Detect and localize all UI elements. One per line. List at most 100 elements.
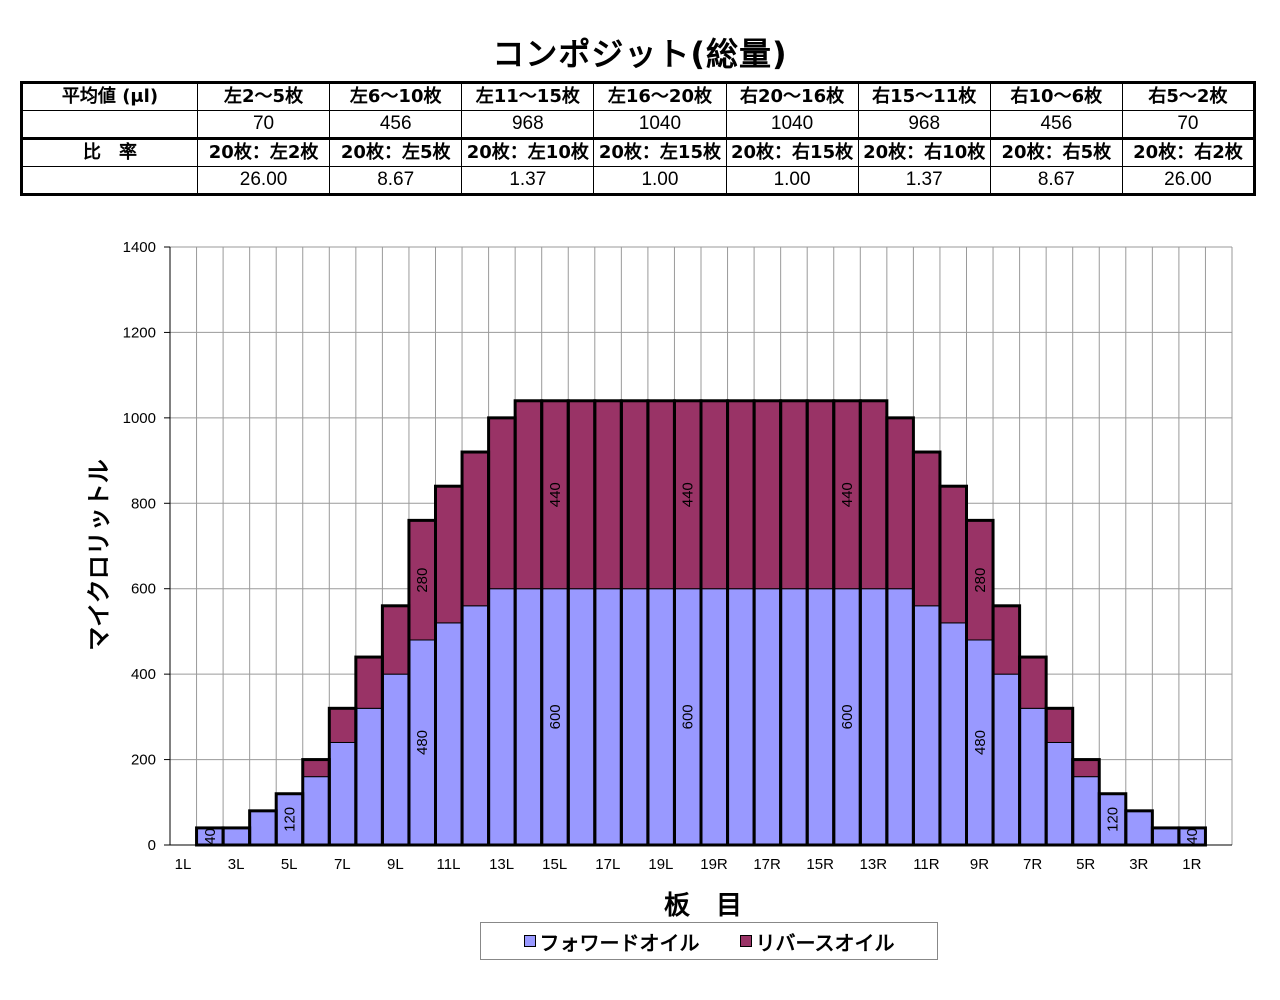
ratio-header: 20枚：左15枚 — [593, 137, 727, 167]
chart-title: コンポジット(総量) — [492, 35, 788, 73]
data-label: 440 — [680, 482, 697, 507]
bar-forward-oil — [727, 588, 755, 846]
bar-reverse-oil — [488, 417, 516, 590]
y-tick-label: 1400 — [123, 239, 156, 256]
bar-reverse-oil — [806, 400, 835, 590]
mean-value: 968 — [461, 110, 595, 139]
bar-forward-oil — [620, 588, 649, 846]
bar-forward-oil — [673, 588, 702, 846]
bar-reverse-oil — [992, 605, 1021, 675]
bar-reverse-oil — [1045, 707, 1074, 743]
y-tick-label: 200 — [131, 752, 156, 769]
bar-forward-oil — [328, 741, 357, 846]
bar-reverse-oil — [912, 451, 941, 607]
bar-forward-oil — [381, 673, 410, 846]
bar-reverse-oil — [435, 485, 463, 624]
bar-forward-oil — [488, 588, 516, 846]
y-tick-label: 800 — [131, 495, 156, 512]
bar-reverse-oil — [461, 451, 490, 607]
summary-table: 平均値 (μl) 左2～5枚 左6～10枚 左11～15枚 左16～20枚 右2… — [20, 81, 1256, 196]
bar-reverse-oil — [381, 605, 410, 675]
legend-swatch-forward — [523, 935, 536, 947]
x-tick-label: 7R — [1023, 856, 1042, 873]
x-tick-label: 11R — [913, 856, 940, 873]
bar-forward-oil — [461, 605, 490, 846]
ratio-value: 8.67 — [989, 166, 1123, 195]
bar-reverse-oil — [673, 400, 702, 590]
y-axis-title: マイクロリットル — [85, 459, 113, 651]
mean-value: 1040 — [593, 110, 727, 139]
ratio-header: 20枚：右5枚 — [989, 137, 1123, 167]
x-tick-label: 19R — [700, 856, 728, 873]
bar-reverse-oil — [753, 400, 782, 590]
data-label: 40 — [1184, 828, 1201, 845]
x-tick-label: 5R — [1076, 856, 1095, 873]
bar-forward-oil — [594, 588, 622, 846]
bar-reverse-oil — [567, 400, 596, 590]
legend-item-forward: フォワードオイル — [523, 927, 700, 956]
y-tick-label: 1000 — [123, 410, 156, 427]
x-tick-label: 13R — [860, 856, 888, 873]
legend-item-reverse: リバースオイル — [739, 927, 895, 956]
ratio-value: 1.37 — [461, 166, 595, 195]
bar-reverse-oil — [594, 400, 622, 590]
data-label: 440 — [547, 482, 564, 507]
y-tick-label: 400 — [131, 666, 156, 683]
ratio-header-row: 比 率 20枚：左2枚 20枚：左5枚 20枚：左10枚 20枚：左15枚 20… — [21, 137, 1256, 167]
bar-reverse-oil — [780, 400, 808, 590]
x-tick-label: 17R — [753, 856, 781, 873]
legend: フォワードオイル リバースオイル — [480, 922, 938, 960]
bar-reverse-oil — [700, 400, 729, 590]
bar-forward-oil — [514, 588, 543, 846]
x-tick-label: 11L — [437, 856, 461, 873]
mean-value: 456 — [329, 110, 463, 139]
bar-forward-oil — [1072, 776, 1100, 846]
ratio-header: 20枚：左2枚 — [196, 137, 331, 167]
bar-forward-oil — [435, 622, 463, 846]
mean-value: 456 — [989, 110, 1123, 139]
data-label: 440 — [839, 482, 856, 507]
bar-reverse-oil — [1072, 759, 1100, 778]
ratio-header: 20枚：右2枚 — [1121, 137, 1256, 167]
bar-reverse-oil — [647, 400, 675, 590]
ratio-value: 26.00 — [1121, 166, 1256, 195]
bar-forward-oil — [939, 622, 968, 846]
mean-value: 70 — [196, 110, 331, 139]
bar-forward-oil — [567, 588, 596, 846]
ratio-value-row: 26.00 8.67 1.37 1.00 1.00 1.37 8.67 26.0… — [21, 166, 1256, 195]
bar-forward-oil — [806, 588, 835, 846]
data-label: 120 — [281, 807, 298, 832]
bar-forward-oil — [302, 776, 330, 846]
bar-layer — [195, 399, 1207, 847]
x-tick-label: 15L — [542, 856, 567, 873]
bar-reverse-oil — [886, 417, 914, 590]
y-tick-label: 1200 — [123, 324, 156, 341]
axis-layer: 0 200 400 600 800 1000 1200 1400 1L 3L 5L 7L 9L 11L 13… — [123, 239, 1232, 873]
ratio-header: 20枚：左10枚 — [461, 137, 595, 167]
bar-forward-oil — [1098, 793, 1127, 846]
ratio-label: 比 率 — [21, 137, 198, 167]
x-tick-label: 13L — [489, 856, 514, 873]
x-tick-label: 3R — [1129, 856, 1148, 873]
bar-forward-oil — [1019, 707, 1047, 846]
y-tick-label: 0 — [148, 837, 156, 854]
ratio-value: 1.00 — [725, 166, 859, 195]
data-label: 600 — [547, 704, 564, 729]
data-label: 120 — [1105, 807, 1122, 832]
bar-reverse-oil — [302, 759, 330, 778]
x-tick-label: 5L — [281, 856, 298, 873]
ratio-header: 20枚：右15枚 — [725, 137, 859, 167]
bar-forward-oil — [753, 588, 782, 846]
bar-reverse-oil — [514, 400, 543, 590]
bar-forward-oil — [1125, 810, 1153, 846]
x-axis-title: 板 目 — [664, 891, 742, 921]
x-tick-label: 9R — [970, 856, 989, 873]
range-header: 右20～16枚 — [725, 82, 859, 111]
bar-reverse-oil — [355, 656, 383, 709]
bar-reverse-oil — [727, 400, 755, 590]
range-header: 左16～20枚 — [593, 82, 727, 111]
data-label: 40 — [202, 828, 219, 845]
data-label: 480 — [414, 730, 431, 755]
empty-cell — [21, 166, 198, 195]
ratio-value: 26.00 — [196, 166, 331, 195]
